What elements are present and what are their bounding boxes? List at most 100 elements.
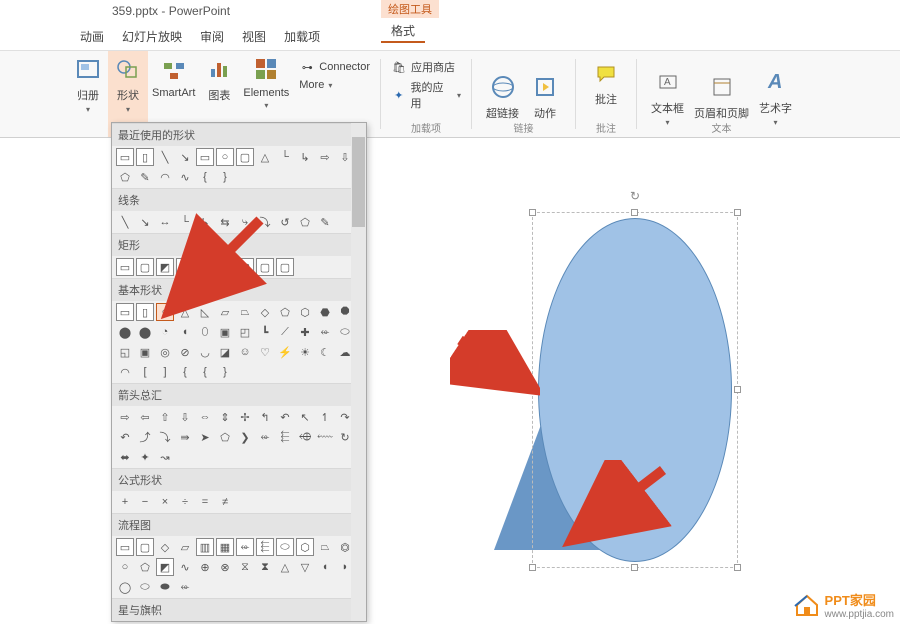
rect-icon[interactable]: ▭: [116, 258, 134, 276]
summing-icon[interactable]: ⊕: [196, 558, 214, 576]
curveddown-arrow-icon[interactable]: ⤵: [156, 428, 174, 446]
display-icon[interactable]: ⬰: [176, 578, 194, 596]
scrollbar-thumb[interactable]: [352, 137, 365, 227]
bracket-r-icon[interactable]: ]: [156, 363, 174, 381]
striped-arrow-icon[interactable]: ⇛: [176, 428, 194, 446]
diagstripe-icon[interactable]: ⟋: [276, 323, 294, 341]
bevel-icon[interactable]: ▣: [136, 343, 154, 361]
pie-icon[interactable]: ◔: [156, 323, 174, 341]
card-icon[interactable]: ◩: [156, 558, 174, 576]
rect-shape-icon[interactable]: ▭: [196, 148, 214, 166]
elbow-arrow-icon[interactable]: ↳: [296, 148, 314, 166]
heptagon-icon[interactable]: ⬣: [316, 303, 334, 321]
frame-icon[interactable]: ▣: [216, 323, 234, 341]
curve-dbl-icon[interactable]: ↺: [276, 213, 294, 231]
lshape-icon[interactable]: ┗: [256, 323, 274, 341]
curve-icon[interactable]: ∿: [176, 168, 194, 186]
chord-icon[interactable]: ◖: [176, 323, 194, 341]
multiply-icon[interactable]: ×: [156, 493, 174, 511]
lightning-icon[interactable]: ⚡: [276, 343, 294, 361]
internal-icon[interactable]: ▦: [216, 538, 234, 556]
brace-l-icon[interactable]: {: [176, 363, 194, 381]
bracket-l-icon[interactable]: [: [136, 363, 154, 381]
quad-arrow-icon[interactable]: ✢: [236, 408, 254, 426]
bent-arrow-icon[interactable]: ↰: [256, 408, 274, 426]
rightcallout-icon[interactable]: ⬰: [256, 428, 274, 446]
brace-pair-icon[interactable]: {: [196, 363, 214, 381]
myapps-button[interactable]: ✦我的应用 ▾: [391, 77, 461, 113]
textbox-shape-icon[interactable]: ▭: [116, 148, 134, 166]
hexagon-icon[interactable]: ⬡: [296, 303, 314, 321]
album-button[interactable]: 归册 ▾: [68, 51, 108, 137]
document-icon[interactable]: ⬰: [236, 538, 254, 556]
data-icon[interactable]: ▱: [176, 538, 194, 556]
tab-animation[interactable]: 动画: [80, 28, 104, 45]
rotate-handle[interactable]: ↻: [630, 189, 640, 203]
decagon-icon[interactable]: ⬤: [116, 323, 134, 341]
chevron-icon[interactable]: ❯: [236, 428, 254, 446]
seqstorage-icon[interactable]: ◯: [116, 578, 134, 596]
upcallout-icon[interactable]: ⬳: [316, 428, 334, 446]
extract-icon[interactable]: △: [276, 558, 294, 576]
altprocess-icon[interactable]: ▢: [136, 538, 154, 556]
line-shape-icon[interactable]: ╲: [156, 148, 174, 166]
leftright-callout-icon[interactable]: ⬌: [116, 448, 134, 466]
arc-icon[interactable]: ◠: [156, 168, 174, 186]
directaccess-icon[interactable]: ⬬: [156, 578, 174, 596]
comment-button[interactable]: 批注: [586, 55, 626, 109]
tab-review[interactable]: 审阅: [200, 28, 224, 45]
punchtape-icon[interactable]: ∿: [176, 558, 194, 576]
left-arrow-icon[interactable]: ⇦: [136, 408, 154, 426]
wordart-button[interactable]: A艺术字▾: [755, 64, 796, 129]
arc2-icon[interactable]: ◠: [116, 363, 134, 381]
equals-icon[interactable]: =: [196, 493, 214, 511]
magtape-icon[interactable]: ⬭: [136, 578, 154, 596]
freeform-icon[interactable]: ⬠: [296, 213, 314, 231]
freeform-icon[interactable]: ⬠: [116, 168, 134, 186]
resize-handle-t[interactable]: [631, 209, 638, 216]
pentagon-icon[interactable]: ⬠: [276, 303, 294, 321]
resize-handle-bl[interactable]: [529, 564, 536, 571]
donut-icon[interactable]: ◎: [156, 343, 174, 361]
uturn-arrow-icon[interactable]: ↶: [276, 408, 294, 426]
foldedcorner-icon[interactable]: ◪: [216, 343, 234, 361]
headerfooter-button[interactable]: 页眉和页脚: [690, 69, 753, 123]
elbow-icon[interactable]: └: [276, 148, 294, 166]
notequal-icon[interactable]: ≠: [216, 493, 234, 511]
noentry-icon[interactable]: ⊘: [176, 343, 194, 361]
manualinput-icon[interactable]: ⏢: [316, 538, 334, 556]
cross-icon[interactable]: ✚: [296, 323, 314, 341]
curvedleft-arrow-icon[interactable]: ↶: [116, 428, 134, 446]
scribble-icon[interactable]: ✎: [136, 168, 154, 186]
moon-icon[interactable]: ☾: [316, 343, 334, 361]
textbox-icon[interactable]: ▭: [116, 303, 134, 321]
bentup-arrow-icon[interactable]: ↿: [316, 408, 334, 426]
scribble-icon[interactable]: ✎: [316, 213, 334, 231]
tab-view[interactable]: 视图: [242, 28, 266, 45]
resize-handle-tr[interactable]: [734, 209, 741, 216]
swoosh-arrow-icon[interactable]: ↝: [156, 448, 174, 466]
preparation-icon[interactable]: ⬡: [296, 538, 314, 556]
vtextbox-shape-icon[interactable]: ▯: [136, 148, 154, 166]
smileface-icon[interactable]: ☺: [236, 343, 254, 361]
leftcallout-icon[interactable]: ⬲: [296, 428, 314, 446]
notched-arrow-icon[interactable]: ➤: [196, 428, 214, 446]
leftup-arrow-icon[interactable]: ↖: [296, 408, 314, 426]
right-arrow-icon[interactable]: ⇨: [116, 408, 134, 426]
minus-icon[interactable]: −: [136, 493, 154, 511]
terminator-icon[interactable]: ⬭: [276, 538, 294, 556]
storeddata-icon[interactable]: ◖: [316, 558, 334, 576]
brace-r-icon[interactable]: }: [216, 363, 234, 381]
resize-handle-b[interactable]: [631, 564, 638, 571]
plus-icon[interactable]: +: [116, 493, 134, 511]
or-icon[interactable]: ⊗: [216, 558, 234, 576]
tab-slideshow[interactable]: 幻灯片放映: [122, 28, 182, 45]
brace-r-icon[interactable]: }: [216, 168, 234, 186]
hyperlink-button[interactable]: 超链接: [482, 69, 523, 123]
triangle-shape-icon[interactable]: △: [256, 148, 274, 166]
connector-button[interactable]: ⊶Connector: [299, 57, 370, 77]
offpage-icon[interactable]: ⬠: [136, 558, 154, 576]
arrow-line-icon[interactable]: ↘: [176, 148, 194, 166]
connector-icon[interactable]: ○: [116, 558, 134, 576]
sort-icon[interactable]: ⧗: [256, 558, 274, 576]
